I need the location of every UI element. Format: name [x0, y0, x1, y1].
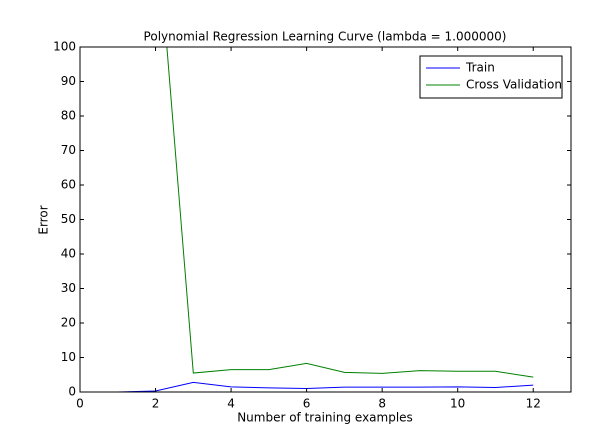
y-tick-label: 40	[61, 247, 76, 261]
y-tick-label: 90	[61, 74, 76, 88]
y-tick-label: 50	[61, 212, 76, 226]
x-tick-label: 0	[76, 397, 84, 411]
legend-label: Train	[465, 61, 495, 75]
x-tick-label: 6	[303, 397, 311, 411]
x-tick-label: 10	[450, 397, 465, 411]
y-tick-label: 60	[61, 178, 76, 192]
x-tick-label: 4	[227, 397, 235, 411]
y-tick-label: 0	[68, 385, 76, 399]
y-axis-label: Error	[37, 205, 51, 234]
y-tick-label: 20	[61, 316, 76, 330]
y-tick-label: 10	[61, 350, 76, 364]
legend-label: Cross Validation	[466, 78, 562, 92]
legend-box	[419, 55, 563, 99]
x-tick-label: 8	[378, 397, 386, 411]
y-tick-label: 70	[61, 143, 76, 157]
plot-area	[117, 47, 534, 392]
y-tick-label: 80	[61, 109, 76, 123]
y-tick-label: 30	[61, 281, 76, 295]
series-line	[166, 47, 534, 378]
series-line	[117, 381, 534, 392]
chart-title: Polynomial Regression Learning Curve (la…	[144, 30, 507, 44]
x-tick-label: 12	[526, 397, 541, 411]
y-tick-label: 100	[53, 40, 76, 54]
x-axis-label: Number of training examples	[237, 411, 413, 425]
x-tick-label: 2	[152, 397, 160, 411]
